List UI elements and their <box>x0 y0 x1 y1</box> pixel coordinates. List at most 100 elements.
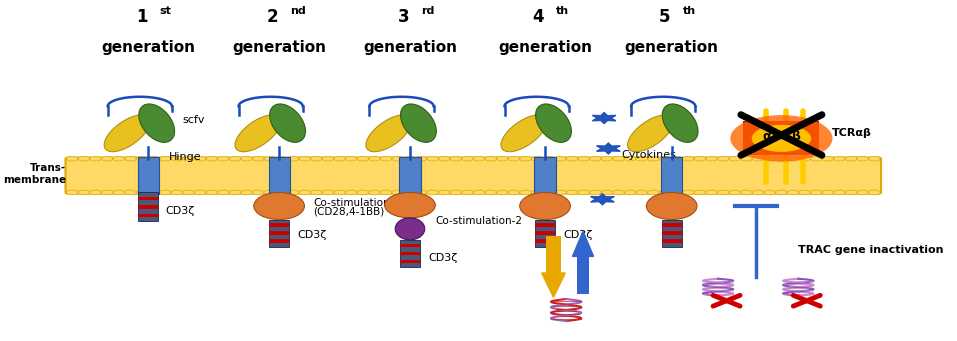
Circle shape <box>206 190 217 195</box>
Circle shape <box>520 190 531 195</box>
Ellipse shape <box>385 192 435 218</box>
Circle shape <box>775 156 788 161</box>
Text: Co-stimulation-1: Co-stimulation-1 <box>313 198 400 208</box>
Circle shape <box>578 190 590 195</box>
Ellipse shape <box>395 218 425 240</box>
Bar <box>269 239 289 243</box>
Circle shape <box>66 156 78 161</box>
Polygon shape <box>542 273 566 297</box>
Bar <box>661 239 681 243</box>
Text: generation: generation <box>233 40 326 55</box>
Circle shape <box>694 156 706 161</box>
Bar <box>269 232 289 235</box>
Ellipse shape <box>501 115 546 152</box>
Circle shape <box>404 156 415 161</box>
Bar <box>661 223 681 227</box>
Circle shape <box>543 190 555 195</box>
Circle shape <box>183 156 194 161</box>
Text: α: α <box>762 130 770 143</box>
Text: 3: 3 <box>397 8 409 26</box>
Text: CD3ζ: CD3ζ <box>298 230 327 240</box>
Circle shape <box>485 190 497 195</box>
Circle shape <box>78 156 90 161</box>
Circle shape <box>601 156 612 161</box>
Circle shape <box>811 190 822 195</box>
Circle shape <box>671 156 682 161</box>
Ellipse shape <box>520 192 570 220</box>
Circle shape <box>299 156 311 161</box>
Circle shape <box>834 190 845 195</box>
Bar <box>661 157 682 194</box>
Ellipse shape <box>646 192 697 220</box>
Circle shape <box>752 190 764 195</box>
Circle shape <box>752 156 764 161</box>
Text: scfv: scfv <box>182 115 205 125</box>
Ellipse shape <box>366 115 412 152</box>
Circle shape <box>811 156 822 161</box>
Text: 4: 4 <box>532 8 545 26</box>
Ellipse shape <box>235 115 281 152</box>
Circle shape <box>415 156 427 161</box>
Circle shape <box>217 190 230 195</box>
Circle shape <box>775 190 788 195</box>
Circle shape <box>497 190 508 195</box>
Circle shape <box>845 190 857 195</box>
Circle shape <box>648 156 659 161</box>
Bar <box>269 220 289 247</box>
Circle shape <box>124 156 136 161</box>
Circle shape <box>323 190 334 195</box>
Bar <box>269 223 289 227</box>
Circle shape <box>160 156 171 161</box>
Circle shape <box>799 156 811 161</box>
Circle shape <box>543 156 555 161</box>
Circle shape <box>124 190 136 195</box>
Circle shape <box>635 156 648 161</box>
Circle shape <box>624 156 636 161</box>
Circle shape <box>601 190 612 195</box>
Circle shape <box>659 190 671 195</box>
Circle shape <box>136 190 148 195</box>
Text: β: β <box>792 130 801 143</box>
Circle shape <box>857 190 869 195</box>
Bar <box>400 252 420 255</box>
Bar <box>535 223 555 227</box>
Circle shape <box>136 156 148 161</box>
Circle shape <box>705 190 718 195</box>
Text: CD3ζ: CD3ζ <box>564 230 593 240</box>
Circle shape <box>147 190 160 195</box>
Bar <box>269 157 290 194</box>
Circle shape <box>241 190 253 195</box>
Text: generation: generation <box>498 40 592 55</box>
Circle shape <box>229 190 241 195</box>
Circle shape <box>450 190 462 195</box>
Circle shape <box>66 190 78 195</box>
Circle shape <box>822 156 834 161</box>
Text: CD3ζ: CD3ζ <box>429 253 457 264</box>
Circle shape <box>508 190 520 195</box>
Circle shape <box>299 190 311 195</box>
Circle shape <box>450 156 462 161</box>
Circle shape <box>264 156 276 161</box>
Circle shape <box>473 156 485 161</box>
Circle shape <box>194 190 206 195</box>
Circle shape <box>287 156 299 161</box>
Ellipse shape <box>536 104 571 142</box>
Circle shape <box>682 156 694 161</box>
Polygon shape <box>590 194 614 205</box>
Circle shape <box>799 190 811 195</box>
Circle shape <box>90 190 101 195</box>
Circle shape <box>868 156 880 161</box>
Circle shape <box>438 190 450 195</box>
Bar <box>399 157 420 194</box>
Circle shape <box>857 156 869 161</box>
Circle shape <box>334 156 345 161</box>
Circle shape <box>822 190 834 195</box>
Text: st: st <box>159 6 171 16</box>
Circle shape <box>171 190 183 195</box>
Circle shape <box>473 190 485 195</box>
Text: Trans-
membrane: Trans- membrane <box>3 163 66 185</box>
Circle shape <box>671 190 682 195</box>
Bar <box>546 236 561 273</box>
Ellipse shape <box>751 125 812 152</box>
Circle shape <box>276 190 287 195</box>
